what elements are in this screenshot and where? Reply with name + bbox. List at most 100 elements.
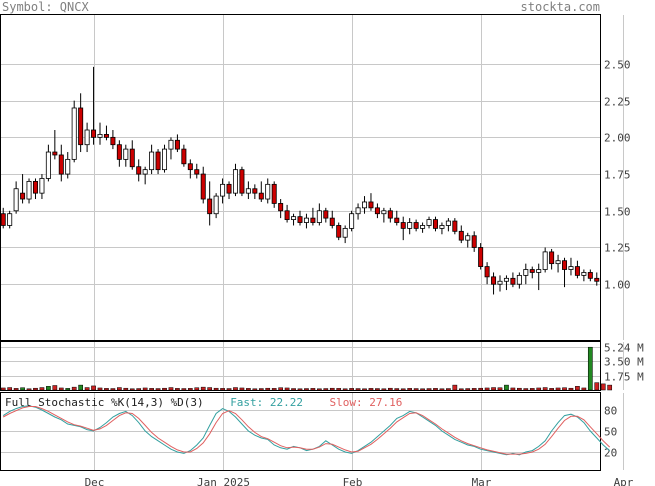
candle xyxy=(420,222,426,233)
slow-line xyxy=(2,406,611,455)
candle xyxy=(387,207,393,223)
candle xyxy=(232,163,238,197)
candle-body xyxy=(71,107,77,160)
volume-bar xyxy=(426,388,432,391)
candle xyxy=(52,130,58,160)
candle-body xyxy=(20,192,26,200)
candle xyxy=(362,196,368,214)
candle-body xyxy=(516,274,522,285)
candle xyxy=(549,248,555,270)
volume-bar xyxy=(149,388,154,391)
volume-bar xyxy=(394,388,400,391)
volume-bar xyxy=(400,388,406,391)
candle-body xyxy=(291,216,297,220)
volume-bar xyxy=(33,387,38,391)
stochastic-title: Full Stochastic %K(14,3) %D(3) xyxy=(5,396,204,409)
candle xyxy=(562,257,568,288)
volume-bar xyxy=(39,387,45,391)
candle-body xyxy=(213,195,219,215)
volume-bar xyxy=(58,387,64,391)
x-tick-label: Jan 2025 xyxy=(197,476,250,486)
candle xyxy=(587,269,593,282)
volume-bar xyxy=(536,387,542,391)
candle xyxy=(503,275,509,291)
candle xyxy=(220,178,226,204)
price-tick-label: 1.75 xyxy=(604,169,631,182)
volume-bar xyxy=(213,387,219,391)
candle xyxy=(413,219,419,232)
volume-bar xyxy=(78,384,83,391)
brand-label[interactable]: stockta.com xyxy=(520,0,600,14)
candle-body xyxy=(200,173,206,200)
candle-body xyxy=(310,217,316,223)
candle xyxy=(478,243,484,270)
candle-body xyxy=(284,210,290,220)
candle-body xyxy=(420,225,426,229)
candle xyxy=(516,272,522,289)
candle xyxy=(568,257,574,276)
candle xyxy=(78,93,84,153)
candle xyxy=(491,272,497,295)
candle-body xyxy=(503,277,509,282)
volume-bar xyxy=(136,388,142,391)
volume-bar xyxy=(317,388,322,391)
volume-bar xyxy=(413,388,419,391)
volume-bar xyxy=(97,387,103,391)
candle xyxy=(200,166,206,204)
candle xyxy=(594,272,600,286)
volume-bar xyxy=(84,387,90,391)
candle xyxy=(226,181,232,200)
candle-body xyxy=(536,269,542,273)
volume-tick-label: 5.24 M xyxy=(604,342,644,355)
candle-body xyxy=(381,210,387,215)
panel-frame xyxy=(0,341,601,391)
candle xyxy=(7,210,13,229)
candle-body xyxy=(13,188,19,212)
volume-bar xyxy=(26,388,32,391)
candle-body xyxy=(368,201,374,209)
price-tick-label: 2.50 xyxy=(604,59,631,72)
volume-bar xyxy=(265,387,271,391)
volume-bar xyxy=(484,387,490,391)
candle-body xyxy=(129,148,135,168)
candle-body xyxy=(471,235,477,248)
candle-body xyxy=(78,107,84,146)
volume-bar xyxy=(529,388,535,391)
candle-body xyxy=(529,269,535,273)
candle-body xyxy=(297,216,303,223)
volume-bar xyxy=(13,388,19,391)
candle-body xyxy=(452,220,458,232)
volume-bar xyxy=(349,388,354,391)
volume-bar xyxy=(355,388,361,391)
candle xyxy=(303,213,309,229)
candle xyxy=(213,193,219,219)
candle-body xyxy=(265,183,271,200)
candle xyxy=(58,144,64,182)
candle-body xyxy=(549,251,555,265)
volume-bar xyxy=(117,387,122,391)
volume-bar xyxy=(142,387,148,391)
volume-bar xyxy=(600,383,606,391)
volume-bar xyxy=(497,387,503,391)
candle xyxy=(194,163,200,179)
candle xyxy=(426,216,432,229)
candle-body xyxy=(484,266,490,278)
candle xyxy=(187,159,193,179)
volume-bar xyxy=(0,387,6,391)
candle-body xyxy=(562,260,568,270)
candle xyxy=(497,275,503,292)
volume-bar xyxy=(220,388,225,391)
candle-body xyxy=(355,207,361,215)
price-tick-label: 2.25 xyxy=(604,96,631,109)
candle-body xyxy=(245,188,251,194)
candle-body xyxy=(316,210,322,223)
candle xyxy=(510,272,516,288)
volume-bar xyxy=(439,388,445,391)
candle-body xyxy=(432,219,438,229)
candle xyxy=(465,232,471,248)
candle xyxy=(536,263,542,291)
volume-bar xyxy=(387,387,393,391)
